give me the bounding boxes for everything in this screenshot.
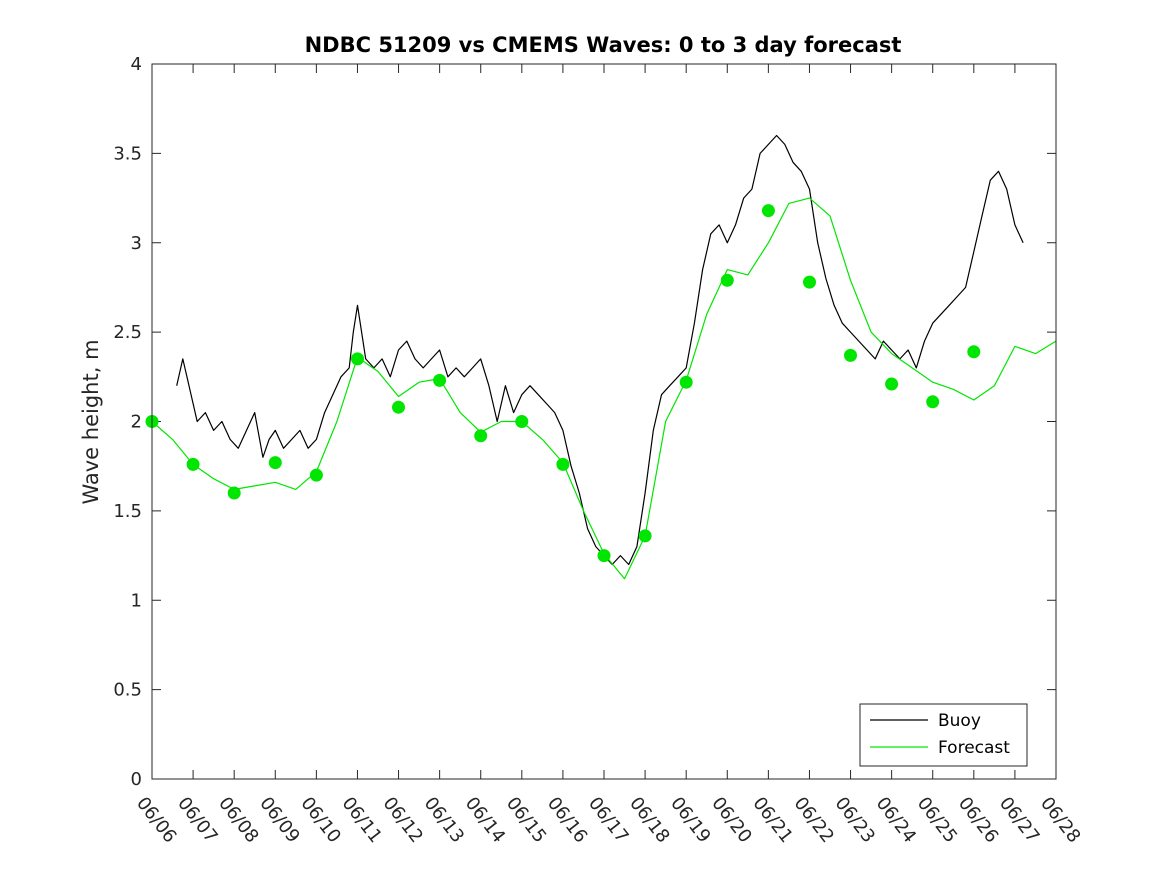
y-tick-label: 0 [131,769,142,790]
legend-forecast-label: Forecast [938,738,1010,758]
forecast-marker [474,429,488,443]
series-line-buoy [176,134,1024,566]
forecast-marker [351,352,364,366]
forecast-markers [145,204,981,563]
forecast-marker [638,529,652,543]
forecast-marker [885,377,899,391]
axes-box [152,64,1056,779]
forecast-marker [720,273,734,287]
forecast-marker [186,457,200,471]
forecast-marker [761,204,775,218]
forecast-marker [679,375,693,389]
axes-frame [151,63,1057,780]
plot-area: 00.511.522.533.54 06/0606/0706/0806/0906… [113,54,1084,847]
forecast-marker [227,486,241,500]
forecast-marker [967,345,981,359]
forecast-marker [803,275,816,289]
forecast-marker [268,456,282,470]
y-tick-label: 3 [131,233,142,254]
forecast-marker [515,415,529,428]
y-tick-label: 3.5 [113,143,142,164]
forecast-marker [309,468,323,482]
y-tick-label: 1.5 [113,501,142,522]
forecast-marker [844,348,857,362]
y-tick-label: 2 [131,412,142,433]
y-tick-label: 0.5 [113,680,142,701]
legend-buoy-label: Buoy [938,711,981,731]
legend-box [859,703,1028,767]
y-tick-label: 2.5 [113,322,142,343]
forecast-marker [392,400,405,414]
y-tick-label: 1 [131,590,142,611]
forecast-marker [433,373,447,387]
chart-title: NDBC 51209 vs CMEMS Waves: 0 to 3 day fo… [305,33,902,57]
forecast-marker [556,457,570,471]
legend: Buoy Forecast [859,703,1028,767]
y-axis-ticks: 0 0.5 1 1.5 2 2.5 3 3.5 4 [113,54,1056,790]
forecast-marker [597,549,611,563]
y-tick-label: 4 [131,54,142,75]
y-axis-label: Wave height, m [79,339,103,504]
forecast-marker [926,395,940,409]
